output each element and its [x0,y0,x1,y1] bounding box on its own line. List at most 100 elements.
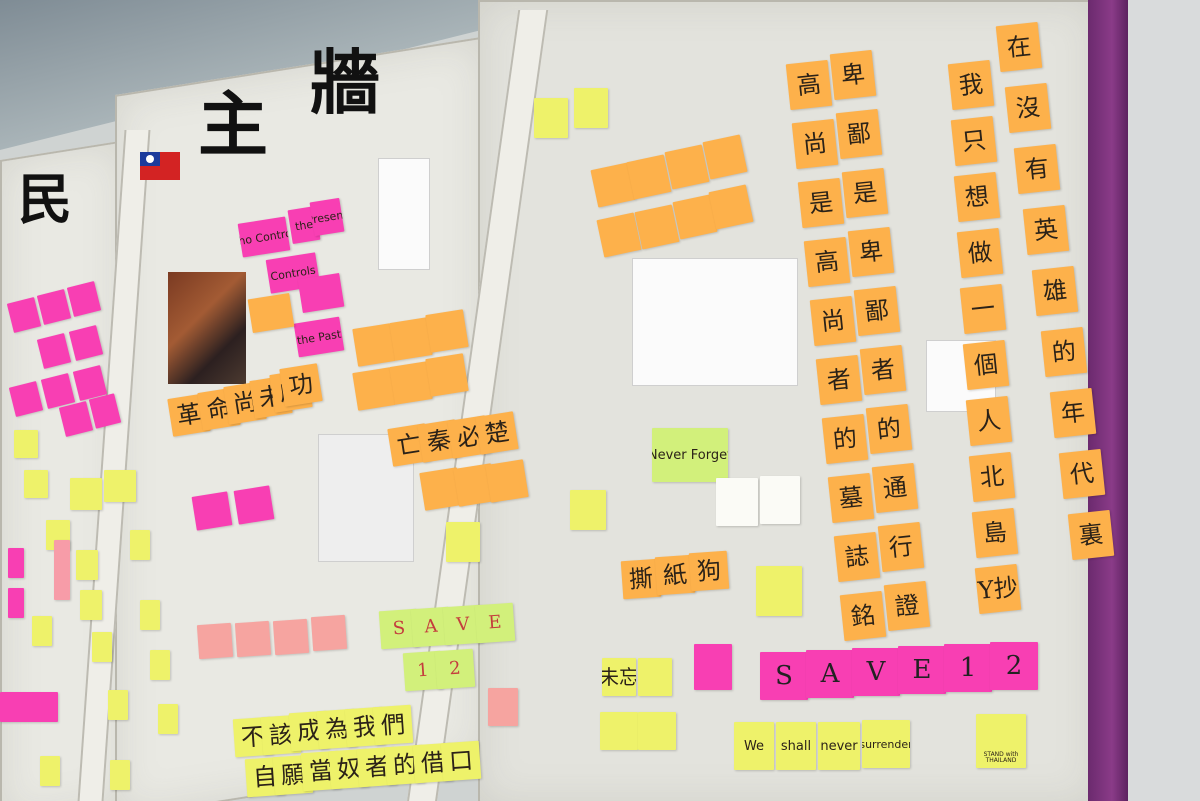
orange-note [247,292,295,334]
orange-note: 我 [947,59,995,111]
yellow-note: never [818,722,860,770]
orange-note: 銘 [839,590,887,642]
yellow-note [534,98,568,138]
umbrella-note [570,490,606,530]
orange-note: 個 [962,339,1010,391]
yellow-note [70,478,102,510]
yellow-note: 口 [440,740,482,782]
green-note: Never Forget [652,428,728,482]
yellow-note: 未忘 [602,658,636,696]
orange-note [485,459,529,503]
orange-note: 誌 [833,531,881,583]
orange-note [596,212,642,258]
yellow-note [92,632,112,662]
orange-note [425,353,469,397]
white-note [760,476,800,524]
yellow-note [638,712,676,750]
green-note: E [474,602,516,644]
pink-note: A [806,650,854,698]
orange-note [425,309,469,353]
yellow-note [756,566,802,616]
yellow-note: shall [776,722,816,770]
yellow-note [104,470,136,502]
yellow-note [638,658,672,696]
salmon-note [310,614,348,652]
pink-note [0,692,58,722]
yellow-note [574,88,608,128]
orange-note: 的 [1040,326,1088,378]
orange-note [626,154,672,200]
pink-note: S [760,652,808,700]
yellow-note [14,430,38,458]
orange-note: 在 [995,21,1043,73]
yellow-note [150,650,170,680]
orange-note: 只 [950,115,998,167]
right-wall [1128,0,1200,801]
orange-note: 島 [971,507,1019,559]
orange-note: 者 [815,354,863,406]
pink-note [297,272,345,314]
orange-note: 卑 [829,49,877,101]
yellow-note [32,616,52,646]
orange-note: 高 [785,59,833,111]
pink-note: 2 [990,642,1038,690]
orange-note: 英 [1022,204,1070,256]
orange-note: 通 [871,462,919,514]
flag-icon [140,152,180,180]
yellow-note [600,712,638,750]
orange-note [708,184,754,230]
orange-note: 沒 [1004,82,1052,134]
yellow-note [446,522,480,562]
yellow-note [76,550,98,580]
orange-note: Y抄 [974,563,1022,615]
pink-note: E [898,646,946,694]
orange-note: 年 [1049,387,1097,439]
photo-portrait [168,272,246,384]
orange-note: 墓 [827,472,875,524]
orange-note: 雄 [1031,265,1079,317]
orange-note: 是 [841,167,889,219]
purple-pillar [1088,0,1128,801]
pink-note [8,548,24,578]
big-char-min: 民 [18,167,72,231]
orange-note: 行 [877,521,925,573]
orange-note: 的 [865,403,913,455]
orange-note: 鄙 [853,285,901,337]
pink-note: 1 [944,644,992,692]
orange-note: 卑 [847,226,895,278]
pink-note: Present [309,197,345,237]
salmon-note [272,618,310,656]
pink-note: V [852,648,900,696]
pink-note [191,491,233,531]
orange-note: 證 [883,580,931,632]
salmon-note [196,622,234,660]
pink-note [233,485,275,525]
yellow-note [130,530,150,560]
yellow-note [40,756,60,786]
orange-note [352,323,396,367]
orange-note: 高 [803,236,851,288]
yellow-note: surrender [862,720,910,768]
orange-note: 尚 [809,295,857,347]
pink-note: the Past [293,316,345,358]
orange-note: 尚 [791,118,839,170]
orange-note: 鄙 [835,108,883,160]
orange-note: 功 [279,363,323,407]
orange-note [634,204,680,250]
orange-note: 楚 [475,411,519,455]
orange-note: 者 [859,344,907,396]
orange-note: 想 [953,171,1001,223]
green-note: 2 [434,648,476,690]
orange-note: 有 [1013,143,1061,195]
orange-note [664,144,710,190]
big-char-zhu: 主 [198,83,268,166]
orange-note: 裏 [1067,509,1115,561]
portrait-poster [378,158,430,270]
statement-poster [632,258,798,386]
yellow-note [140,600,160,630]
yellow-note: 們 [372,704,414,746]
yellow-note [158,704,178,734]
salmon-note [488,688,518,726]
orange-note: 代 [1058,448,1106,500]
